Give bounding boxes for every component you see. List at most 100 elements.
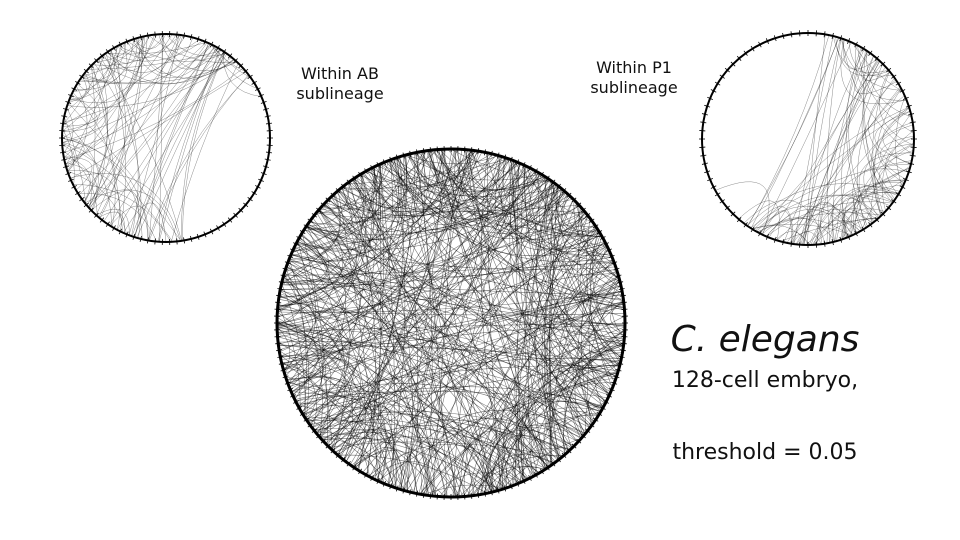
ab-network-edge xyxy=(131,43,209,237)
full-network-edge xyxy=(352,450,437,497)
full-network-node xyxy=(358,468,362,475)
full-network-node xyxy=(603,242,609,246)
ab-network-edge xyxy=(65,43,211,167)
ab-network-edge xyxy=(78,193,157,242)
full-network-node xyxy=(290,394,296,398)
full-network-edge xyxy=(402,418,569,491)
p1-network-edge xyxy=(803,66,886,245)
ab-network-node xyxy=(247,197,253,202)
p1-network-edge xyxy=(789,209,873,244)
ab-network-edge xyxy=(109,47,217,226)
ab-network-edge xyxy=(104,35,182,73)
p1-network-node xyxy=(724,67,730,73)
ab-network-edge xyxy=(106,38,138,64)
p1-network-node xyxy=(899,89,906,93)
p1-network-edge xyxy=(795,86,901,245)
p1-network-node xyxy=(895,81,902,86)
ab-network-node xyxy=(88,63,94,69)
p1-network-node xyxy=(730,61,736,67)
ab-network-edge xyxy=(89,34,180,210)
p1-network-edge xyxy=(833,36,889,74)
ab-network-node xyxy=(258,178,264,182)
p1-network-node xyxy=(903,96,909,100)
ab-network-node xyxy=(264,115,271,118)
ab-sublineage-label: Within AB sublineage xyxy=(278,64,402,104)
ab-network-node xyxy=(147,237,149,244)
ab-network-edge xyxy=(110,205,149,241)
ab-network-node xyxy=(238,63,244,69)
p1-network-edge xyxy=(841,217,879,240)
full-network-edge xyxy=(287,263,395,488)
full-network-edge xyxy=(413,152,550,190)
full-network-node xyxy=(346,461,351,467)
ab-network-edge xyxy=(70,71,247,180)
ab-network-edge xyxy=(62,39,200,126)
full-network-edge xyxy=(420,151,494,492)
full-network-edge xyxy=(458,181,553,497)
ab-network-edge xyxy=(61,138,149,241)
full-network-edge xyxy=(341,154,498,192)
full-network-edge xyxy=(287,193,340,263)
full-network-node xyxy=(509,483,513,490)
ab-network-edge xyxy=(72,183,172,243)
p1-network-node xyxy=(750,226,755,233)
full-network-edge xyxy=(283,246,608,371)
ab-network-node xyxy=(112,225,116,231)
p1-network-edge xyxy=(804,34,826,245)
full-network-node xyxy=(534,472,538,478)
full-network-edge xyxy=(277,341,385,484)
ab-network-node xyxy=(227,53,233,59)
ab-network-edge xyxy=(157,49,222,242)
ab-network-node xyxy=(105,221,110,227)
ab-network-edge xyxy=(78,41,127,82)
full-network-edge xyxy=(292,217,346,396)
p1-network-edge xyxy=(855,44,907,101)
p1-network-edge xyxy=(836,191,900,242)
p1-network-edge xyxy=(840,39,907,105)
ab-network-node xyxy=(222,49,227,55)
full-network-edge xyxy=(377,165,597,228)
p1-network-node xyxy=(868,222,873,228)
full-network-edge xyxy=(290,384,361,458)
ab-network-node xyxy=(216,225,220,231)
full-network-edge xyxy=(365,170,560,197)
full-network-node xyxy=(409,489,412,496)
ab-network-edge xyxy=(86,35,184,206)
full-network-edge xyxy=(332,430,387,483)
full-network-edge xyxy=(385,161,625,318)
full-network-edge xyxy=(299,237,466,497)
full-network-node xyxy=(561,452,567,458)
full-network-edge xyxy=(346,158,509,185)
full-network-edge xyxy=(389,160,606,256)
full-network-edge xyxy=(283,262,615,276)
p1-network-edge xyxy=(799,202,858,245)
ab-network-node xyxy=(118,41,123,48)
full-network-node xyxy=(618,288,625,291)
p1-label-line1: Within P1 xyxy=(596,58,672,77)
full-network-node xyxy=(282,267,289,271)
full-network-edge xyxy=(277,332,601,413)
ab-network-edge xyxy=(92,64,124,233)
p1-network-node xyxy=(707,96,713,100)
ab-network-edge xyxy=(91,58,108,211)
ab-network-edge xyxy=(68,102,182,242)
ab-network-node xyxy=(75,191,81,196)
ab-network-edge xyxy=(105,53,126,232)
ab-network-node xyxy=(190,235,193,242)
p1-network-edge xyxy=(870,121,913,202)
ab-network-edge xyxy=(127,41,227,62)
ab-network-edge xyxy=(62,141,99,208)
p1-network-node xyxy=(823,240,826,247)
ab-network-node xyxy=(68,178,74,182)
p1-network-node xyxy=(854,230,858,237)
p1-network-node xyxy=(831,32,834,39)
p1-sublineage-network xyxy=(699,30,917,248)
ab-network-node xyxy=(132,36,136,43)
full-network-edge xyxy=(288,259,547,470)
p1-network-node xyxy=(868,50,873,56)
p1-network-edge xyxy=(846,47,868,227)
ab-network-edge xyxy=(101,35,148,71)
species-title: C. elegans xyxy=(670,319,860,360)
full-network-edge xyxy=(432,149,618,375)
full-network-node xyxy=(299,230,306,234)
